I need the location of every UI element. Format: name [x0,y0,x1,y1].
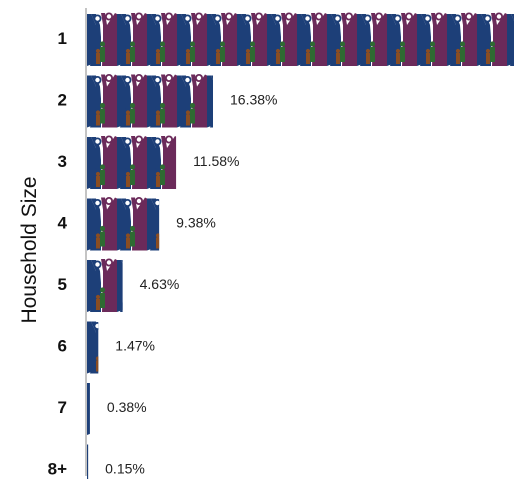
family-icon [477,10,507,66]
y-axis-title: Household Size [18,176,41,323]
data-label: 0.15% [105,461,145,477]
bar [87,133,177,189]
category-label: 6 [58,337,67,356]
category-label: 4 [58,214,68,233]
family-icon [117,10,147,66]
family-icon [147,72,177,128]
family-icon [177,10,207,66]
family-icon [87,256,117,312]
family-icon [87,10,117,66]
bar-row-7: 7 0.38% [58,379,147,435]
family-icon [357,10,387,66]
family-icon [87,133,117,189]
data-label: 1.47% [115,338,155,354]
family-icon [87,72,117,128]
family-icon [297,10,327,66]
category-label: 5 [58,275,67,294]
bar [87,72,237,128]
category-label: 8+ [48,460,67,479]
family-icon [507,10,514,66]
family-icon [237,10,267,66]
category-label: 1 [58,29,67,48]
data-label: 0.38% [107,399,147,415]
family-icon [447,10,477,66]
bar-row-4: 4 9.38% [58,195,216,251]
family-icon [267,10,297,66]
category-label: 7 [58,398,67,417]
data-label: 16.38% [230,92,277,108]
family-icon [147,195,177,251]
family-icon [147,133,177,189]
bar-row-6: 6 1.47% [58,318,155,374]
bar-row-1: 156.04% [58,10,514,66]
bar-row-5: 5 4.63% [58,256,180,312]
bar [87,256,147,312]
family-icon [417,10,447,66]
family-icon [147,10,177,66]
bar-row-3: 3 11.58% [58,133,240,189]
family-icon [207,10,237,66]
bar-row-2: 2 16.38% [58,72,277,128]
category-label: 2 [58,91,67,110]
data-label: 11.58% [193,153,239,169]
data-label: 9.38% [176,215,216,231]
family-icon [117,72,147,128]
family-icon [87,195,117,251]
bar [87,195,177,251]
category-label: 3 [58,152,67,171]
family-icon [117,133,147,189]
family-icon [387,10,417,66]
family-icon [327,10,357,66]
family-icon [117,195,147,251]
family-icon [177,72,207,128]
family-icon [87,318,117,374]
data-label: 4.63% [140,276,180,292]
bar [87,10,514,66]
bar-row-8+: 8+ 0.15% [48,441,145,479]
bar [87,318,117,374]
